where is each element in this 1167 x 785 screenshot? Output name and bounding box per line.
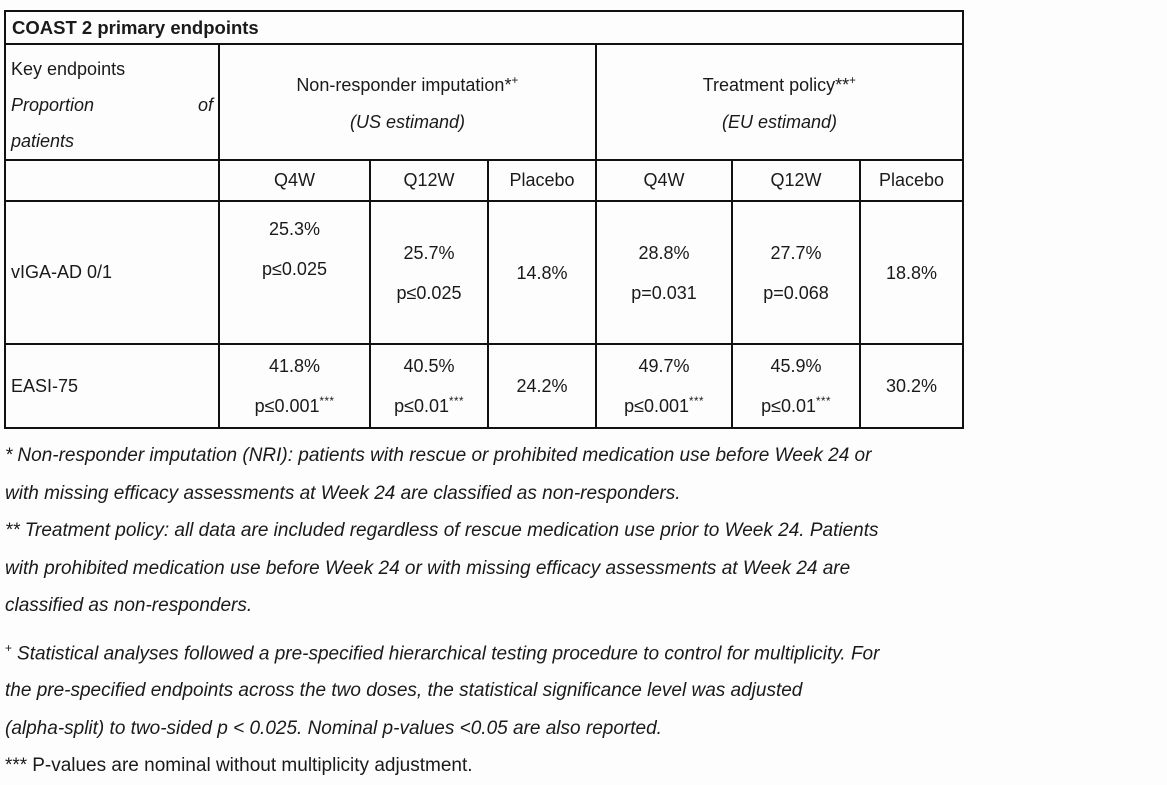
cell-viga-placebo-nri: 14.8% bbox=[487, 200, 597, 345]
cell-easi-q12w-nri: 40.5% p≤0.01*** bbox=[369, 343, 489, 429]
cell-easi-q4w-nri: 41.8% p≤0.001*** bbox=[218, 343, 371, 429]
dose-header-q12w-tp: Q12W bbox=[731, 159, 861, 202]
group-tp-subtitle: (EU estimand) bbox=[722, 112, 838, 132]
cell-viga-placebo-tp: 18.8% bbox=[858, 200, 965, 345]
cell-viga-q12w-nri: 25.7% p≤0.025 bbox=[369, 200, 489, 345]
key-endpoints-header: Key endpoints Proportion of patients bbox=[4, 43, 220, 161]
plus-marker: + bbox=[5, 640, 13, 655]
title-row: COAST 2 primary endpoints bbox=[3, 10, 965, 45]
dose-header-placebo-tp: Placebo bbox=[858, 159, 965, 202]
cell-viga-q4w-tp: 28.8% p=0.031 bbox=[595, 200, 733, 345]
key-endpoints-label: Key endpoints bbox=[11, 59, 126, 79]
cell-easi-placebo-tp: 30.2% bbox=[858, 343, 965, 429]
cell-viga-q12w-tp: 27.7% p=0.068 bbox=[731, 200, 861, 345]
group-header-nri: Non-responder imputation*+ (US estimand) bbox=[218, 43, 597, 161]
footnotes-section: * Non-responder imputation (NRI): patient… bbox=[5, 437, 1163, 785]
footnote-treatment-policy: ** Treatment policy: all data are include… bbox=[5, 520, 879, 616]
table-row-viga: vIGA-AD 0/1 25.3% p≤0.025 25.7% p≤0.025 … bbox=[4, 200, 965, 345]
footnote-nri: * Non-responder imputation (NRI): patient… bbox=[5, 445, 872, 504]
group-nri-title: Non-responder imputation*+ bbox=[296, 75, 519, 95]
dose-header-placebo-nri: Placebo bbox=[487, 159, 597, 202]
cell-easi-placebo-nri: 24.2% bbox=[487, 343, 597, 429]
dagger-marker: + bbox=[849, 75, 857, 87]
patients-line: patients bbox=[11, 131, 75, 151]
endpoints-table: COAST 2 primary endpoints Key endpoints … bbox=[3, 10, 965, 429]
table-row-easi: EASI-75 41.8% p≤0.001*** 40.5% p≤0.01***… bbox=[4, 343, 965, 429]
footnote-statistical-analyses: + Statistical analyses followed a pre-spe… bbox=[5, 640, 880, 739]
dagger-marker: + bbox=[511, 75, 519, 87]
cell-viga-q4w-nri: 25.3% p≤0.025 bbox=[218, 200, 371, 345]
table-title: COAST 2 primary endpoints bbox=[3, 10, 965, 45]
proportion-of-line: Proportion of bbox=[11, 95, 213, 115]
row-label-easi: EASI-75 bbox=[4, 343, 220, 429]
group-header-treatment-policy: Treatment policy**+ (EU estimand) bbox=[594, 43, 965, 161]
double-asterisk-marker: ** bbox=[5, 520, 20, 541]
dose-header-row: Q4W Q12W Placebo Q4W Q12W Placebo bbox=[4, 159, 965, 202]
group-header-row: Key endpoints Proportion of patients Non… bbox=[4, 43, 965, 161]
group-tp-title: Treatment policy**+ bbox=[702, 75, 857, 95]
cell-easi-q12w-tp: 45.9% p≤0.01*** bbox=[731, 343, 861, 429]
group-nri-subtitle: (US estimand) bbox=[349, 112, 466, 132]
dose-header-q12w-nri: Q12W bbox=[369, 159, 489, 202]
triple-asterisk-marker: *** bbox=[5, 755, 28, 777]
dose-header-q4w-tp: Q4W bbox=[595, 159, 733, 202]
row-label-viga: vIGA-AD 0/1 bbox=[4, 200, 220, 345]
cell-easi-q4w-tp: 49.7% p≤0.001*** bbox=[595, 343, 733, 429]
dose-header-q4w-nri: Q4W bbox=[218, 159, 371, 202]
footnote-nominal-pvalues: *** P-values are nominal without multipli… bbox=[5, 755, 473, 777]
empty-corner-cell bbox=[4, 159, 220, 202]
asterisk-marker: * bbox=[5, 445, 13, 466]
